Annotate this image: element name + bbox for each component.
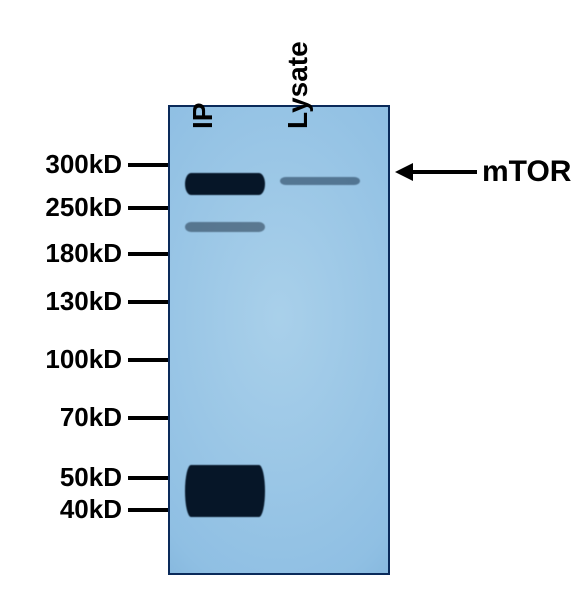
band — [280, 177, 360, 185]
band — [185, 465, 265, 517]
mw-tick — [128, 358, 168, 362]
lane-label-lysate: Lysate — [282, 41, 314, 129]
mw-tick — [128, 252, 168, 256]
target-arrow-head — [395, 163, 413, 181]
mw-tick — [128, 206, 168, 210]
target-label: mTOR — [482, 155, 571, 189]
mw-label: 40kD — [0, 494, 122, 525]
mw-tick — [128, 476, 168, 480]
mw-label: 50kD — [0, 462, 122, 493]
mw-tick — [128, 300, 168, 304]
western-blot-figure: IP Lysate 300kD 250kD 180kD 130kD 100kD 70kD 5… — [0, 0, 578, 600]
mw-label: 180kD — [0, 238, 122, 269]
mw-label: 250kD — [0, 192, 122, 223]
band — [185, 173, 265, 195]
target-arrow-shaft — [413, 170, 477, 174]
mw-tick — [128, 163, 168, 167]
mw-tick — [128, 508, 168, 512]
mw-label: 100kD — [0, 344, 122, 375]
mw-label: 300kD — [0, 149, 122, 180]
mw-label: 70kD — [0, 402, 122, 433]
mw-tick — [128, 416, 168, 420]
mw-label: 130kD — [0, 286, 122, 317]
lane-label-ip: IP — [187, 103, 219, 129]
band — [185, 222, 265, 232]
